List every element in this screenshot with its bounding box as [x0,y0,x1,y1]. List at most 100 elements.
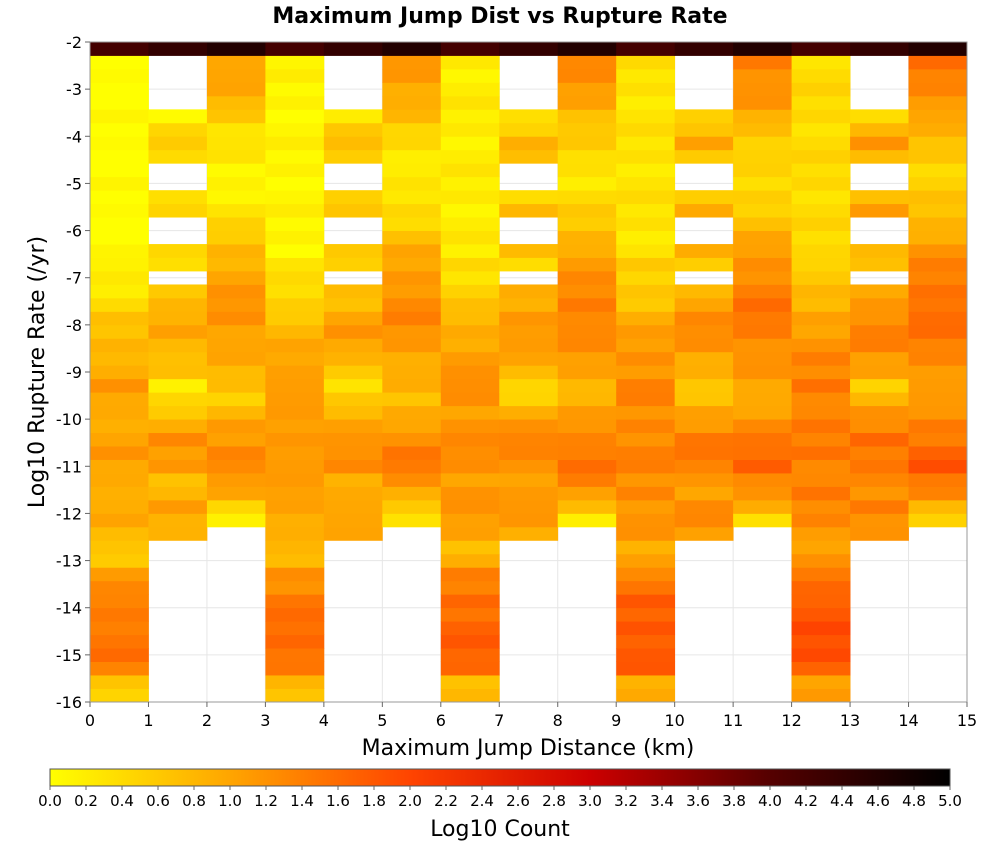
heatmap-cell [440,446,500,460]
heatmap-cell [206,405,266,420]
heatmap-cell [733,338,792,353]
heatmap-cell [791,486,851,501]
heatmap-cell [90,473,149,487]
heatmap-cell [850,513,909,528]
heatmap-cell [440,594,500,609]
colorbar-tick-label: 0.4 [110,792,134,810]
heatmap-cell [616,567,676,582]
colorbar [49,768,951,787]
heatmap-cell [206,446,266,460]
heatmap-cell [382,324,442,339]
heatmap-cell [206,244,266,258]
heatmap-cell [265,122,325,137]
heatmap-cell [616,419,676,434]
heatmap-cell [90,661,149,676]
heatmap-cell [265,378,325,393]
heatmap-cell [440,553,500,568]
heatmap-cell [206,149,266,164]
heatmap-cell [148,311,208,326]
heatmap-cell [791,688,851,703]
heatmap-cell [382,55,442,70]
y-tick-label: -13 [56,552,82,571]
heatmap-cell [382,217,442,231]
heatmap-cell [90,567,149,582]
heatmap-cell [265,526,325,541]
heatmap-cell [674,459,734,474]
heatmap-cell [148,378,208,393]
heatmap-cell [791,432,851,447]
heatmap-cell [908,378,968,393]
heatmap-cell [148,473,208,487]
heatmap-cell [148,526,208,541]
heatmap-cell [908,122,968,137]
heatmap-cell [206,203,266,218]
heatmap-cell [382,176,442,191]
heatmap-cell [499,311,559,326]
heatmap-cell [265,365,325,380]
heatmap-cell [265,271,325,285]
heatmap-cell [791,217,851,231]
heatmap-cell [90,392,149,407]
heatmap-cell [733,446,792,460]
heatmap-cell [382,351,442,366]
heatmap-cell [557,82,617,97]
heatmap-cell [791,149,851,164]
heatmap-cell [206,257,266,272]
heatmap-cell [265,486,325,501]
heatmap-cell [674,432,734,447]
heatmap-cell [440,257,500,272]
heatmap-cell [440,419,500,434]
heatmap-cell [557,217,617,231]
heatmap-cell [90,365,149,380]
heatmap-cell [440,82,500,97]
heatmap-cell [616,607,676,622]
heatmap-cell [90,297,149,312]
heatmap-cell [382,499,442,514]
heatmap-cell [908,217,968,231]
heatmap-cell [850,109,909,124]
heatmap-cell [850,365,909,380]
heatmap-cell [440,324,500,339]
heatmap-cell [791,176,851,191]
colorbar-tick-label: 0.2 [74,792,98,810]
heatmap-cell [791,648,851,662]
heatmap-cell [499,405,559,420]
heatmap-cell [265,419,325,434]
heatmap-cell [674,109,734,124]
heatmap-cell [382,392,442,407]
heatmap-cell [616,68,676,83]
heatmap-cell [850,446,909,460]
heatmap-cell [791,230,851,245]
heatmap-cell [440,513,500,528]
heatmap-cell [908,42,968,56]
heatmap-cell [850,486,909,501]
heatmap-cell [90,405,149,420]
heatmap-cell [674,338,734,353]
heatmap-cell [265,82,325,97]
heatmap-cell [499,257,559,272]
heatmap-cell [791,68,851,83]
heatmap-cell [908,163,968,178]
heatmap-cell [616,338,676,353]
heatmap-cell [382,271,442,285]
heatmap-cell [616,109,676,124]
y-tick-label: -4 [66,127,82,146]
heatmap-cell [733,378,792,393]
heatmap-cell [850,257,909,272]
heatmap-cell [674,365,734,380]
heatmap-cell [499,446,559,460]
heatmap-cell [148,392,208,407]
heatmap-cell [90,55,149,70]
heatmap-cell [499,351,559,366]
heatmap-cell [206,311,266,326]
heatmap-cell [850,244,909,258]
colorbar-tick-label: 0.6 [146,792,170,810]
heatmap-cell [557,338,617,353]
heatmap-cell [791,378,851,393]
heatmap-cell [850,351,909,366]
heatmap-cell [499,136,559,151]
heatmap-cell [90,324,149,339]
heatmap-cell [674,486,734,501]
heatmap-cell [440,661,500,676]
y-tick-label: -16 [56,693,82,712]
